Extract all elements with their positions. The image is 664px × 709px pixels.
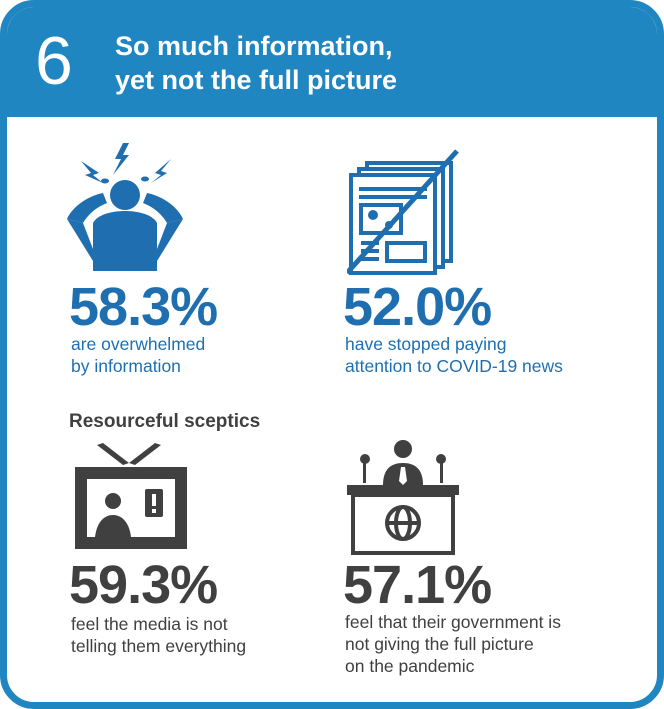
stat-desc-overwhelmed: are overwhelmed by information: [71, 333, 205, 377]
section-label: Resourceful sceptics: [69, 411, 261, 432]
stat-value-government: 57.1%: [343, 555, 492, 615]
stat-desc-media: feel the media is not telling them every…: [71, 613, 246, 657]
stat-desc-line: are overwhelmed: [71, 334, 206, 354]
stat-value-stopped-paying: 52.0%: [343, 277, 492, 337]
television-icon: [75, 443, 187, 549]
stat-desc-line: telling them everything: [71, 636, 247, 656]
header-title-line-1: So much information,: [115, 31, 393, 61]
stat-value-overwhelmed: 58.3%: [69, 277, 218, 337]
section-number: 6: [35, 23, 73, 99]
header-title: So much information, yet not the full pi…: [115, 29, 397, 97]
stat-desc-line: on the pandemic: [345, 656, 475, 676]
stat-desc-stopped-paying: have stopped paying attention to COVID-1…: [345, 333, 563, 377]
government-podium-icon: [347, 440, 459, 555]
stat-desc-line: feel that their government is: [345, 612, 561, 632]
header-banner: 6 So much information, yet not the full …: [7, 7, 657, 117]
crossed-out-newspaper-icon: [347, 149, 459, 275]
stat-desc-line: by information: [71, 356, 181, 376]
stat-desc-line: have stopped paying: [345, 334, 507, 354]
stat-value-media: 59.3%: [69, 555, 218, 615]
stat-desc-line: attention to COVID-19 news: [345, 356, 563, 376]
overwhelmed-person-icon: [67, 143, 183, 271]
stat-desc-government: feel that their government is not giving…: [345, 611, 561, 677]
stat-desc-line: feel the media is not: [71, 614, 228, 634]
stat-desc-line: not giving the full picture: [345, 634, 534, 654]
header-title-line-2: yet not the full picture: [115, 65, 398, 95]
